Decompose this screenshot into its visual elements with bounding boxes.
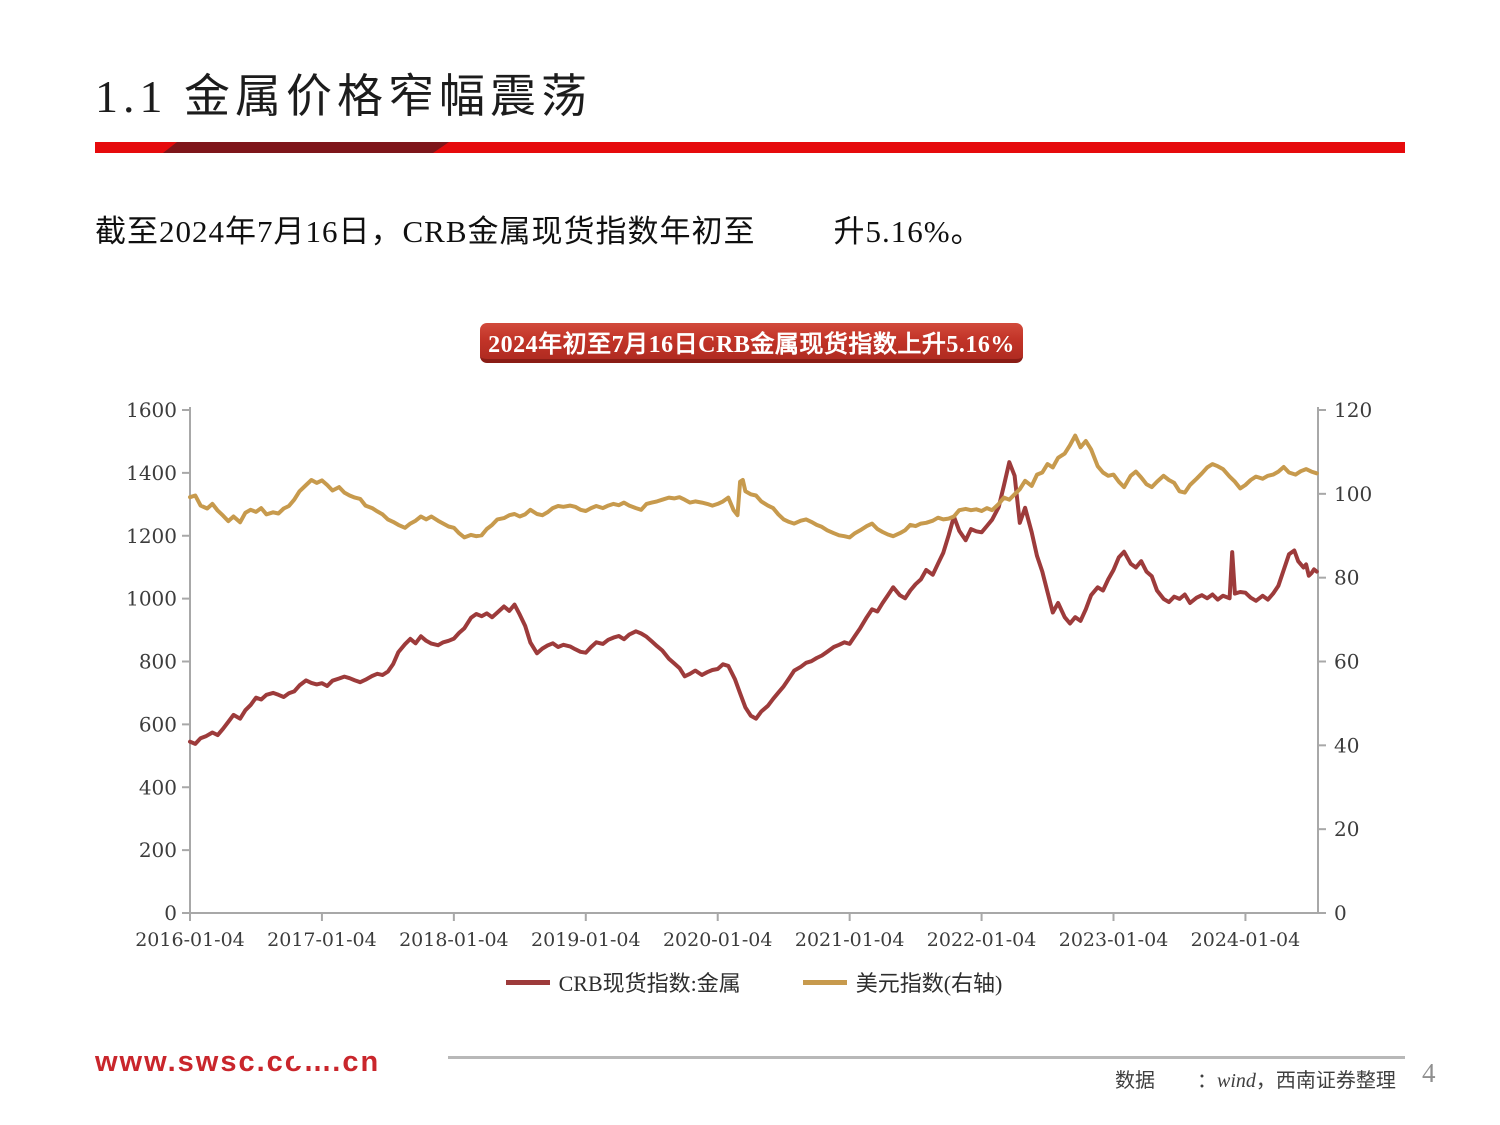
x-axis-label: 2016-01-04: [135, 929, 245, 951]
title-divider-bar: [95, 142, 1405, 153]
legend-item-usd: 美元指数(右轴): [802, 966, 1003, 998]
usd-legend-label: 美元指数(右轴): [855, 971, 1003, 996]
chart-title-banner-label: 2024年初至7月16日CRB金属现货指数上升5.16%: [488, 331, 1015, 358]
y-axis-right-label: 20: [1334, 817, 1359, 841]
crb-legend-label: CRB现货指数:金属: [558, 971, 741, 996]
crb-metal-line: [188, 460, 1319, 746]
x-axis-label: 2017-01-04: [267, 929, 377, 951]
y-axis-right-label: 0: [1334, 901, 1347, 925]
source-name: wind: [1217, 1070, 1256, 1092]
y-axis-left-label: 1000: [126, 587, 177, 611]
y-axis-right-label: 100: [1334, 482, 1372, 506]
x-axis-label: 2018-01-04: [399, 929, 509, 951]
y-axis-left-label: 800: [139, 650, 177, 674]
y-axis-right-label: 40: [1334, 733, 1359, 757]
x-axis-label: 2019-01-04: [531, 929, 641, 951]
y-axis-left-label: 400: [139, 775, 177, 799]
footer-divider-line: [448, 1056, 1405, 1059]
x-axis-label: 2022-01-04: [927, 929, 1037, 951]
y-axis-left-label: 1200: [126, 524, 177, 548]
page-title: 1.1 金属价格窄幅震荡: [95, 71, 592, 122]
page-number: 4: [1422, 1058, 1436, 1088]
y-axis-left-label: 200: [139, 838, 177, 862]
body-text-after-gap: 升5.16%。: [833, 214, 983, 249]
source-suffix: ，西南证券整理: [1255, 1070, 1396, 1092]
usd-index-line: [188, 433, 1319, 540]
x-axis-label: 2023-01-04: [1059, 929, 1169, 951]
y-axis-right-label: 80: [1334, 566, 1359, 590]
y-axis-right-label: 120: [1334, 398, 1372, 422]
website-text-mask: [294, 1040, 334, 1066]
website-link[interactable]: www.swsc.com.cn: [95, 1046, 381, 1078]
source-label: 数据: [1115, 1070, 1155, 1092]
crb-line-swatch: [505, 979, 550, 985]
x-axis-label: 2021-01-04: [795, 929, 905, 951]
y-axis-left-label: 600: [139, 712, 177, 736]
y-axis-left-label: 1400: [126, 461, 177, 485]
usd-line-swatch: [802, 979, 847, 985]
y-axis-right-label: 60: [1334, 650, 1359, 674]
y-axis-left-label: 1600: [126, 398, 177, 422]
x-axis-label: 2024-01-04: [1191, 929, 1301, 951]
y-axis-left-label: 0: [164, 901, 177, 925]
legend-item-crb: CRB现货指数:金属: [505, 966, 741, 998]
body-text-before-gap: 截至2024年7月16日，CRB金属现货指数年初至: [95, 214, 756, 249]
body-paragraph: 截至2024年7月16日，CRB金属现货指数年初至 升5.16%。: [95, 206, 983, 251]
title-divider-swoosh: [163, 142, 449, 153]
source-colon: ：: [1197, 1070, 1217, 1092]
x-axis-label: 2020-01-04: [663, 929, 773, 951]
data-source-note: 数据 ：wind，西南证券整理: [1115, 1064, 1396, 1093]
chart-legend: CRB现货指数:金属 美元指数(右轴): [190, 966, 1318, 998]
chart-title-banner: 2024年初至7月16日CRB金属现货指数上升5.16%: [480, 323, 1023, 363]
